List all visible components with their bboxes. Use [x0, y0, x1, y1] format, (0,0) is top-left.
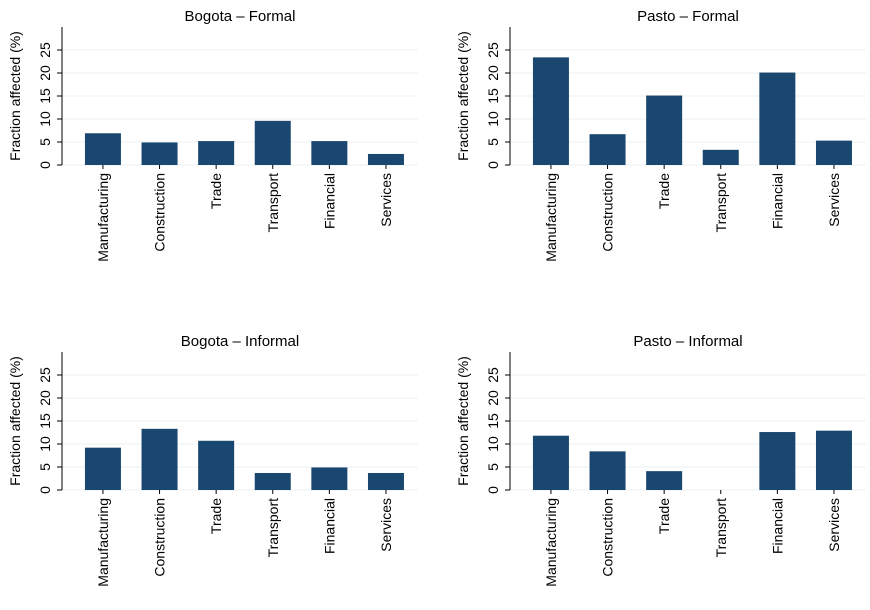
bar — [141, 428, 178, 490]
x-tick-label: Services — [378, 173, 394, 227]
x-tick-label: Manufacturing — [95, 498, 111, 587]
x-tick-label: Services — [826, 173, 842, 227]
y-tick-label: 0 — [37, 161, 53, 169]
x-tick-label: Trade — [656, 498, 672, 534]
y-tick-label: 15 — [37, 413, 53, 429]
x-tick-label: Financial — [769, 498, 785, 554]
y-tick-label: 20 — [485, 65, 501, 81]
bar — [311, 467, 348, 490]
x-tick-label: Financial — [769, 173, 785, 229]
y-tick-label: 15 — [485, 88, 501, 104]
bar — [589, 451, 626, 490]
bar — [702, 149, 739, 165]
bar — [532, 435, 569, 490]
y-tick-label: 15 — [485, 413, 501, 429]
x-tick-label: Construction — [152, 173, 168, 252]
y-tick-label: 10 — [37, 436, 53, 452]
x-tick-label: Construction — [600, 498, 616, 577]
y-tick-label: 20 — [485, 390, 501, 406]
x-tick-label: Services — [826, 498, 842, 552]
y-tick-label: 10 — [485, 436, 501, 452]
x-tick-label: Trade — [656, 173, 672, 209]
y-tick-label: 10 — [37, 111, 53, 127]
y-tick-label: 0 — [485, 486, 501, 494]
y-tick-label: 25 — [485, 42, 501, 58]
bar — [311, 141, 348, 165]
y-axis-label: Fraction affected (%) — [455, 31, 471, 161]
x-tick-label: Manufacturing — [543, 498, 559, 587]
y-tick-label: 5 — [37, 463, 53, 471]
y-tick-label: 0 — [37, 486, 53, 494]
panel-title: Bogota – Informal — [181, 333, 299, 350]
x-tick-label: Manufacturing — [543, 173, 559, 262]
y-tick-label: 20 — [37, 390, 53, 406]
x-tick-label: Financial — [321, 173, 337, 229]
y-tick-label: 25 — [37, 367, 53, 383]
bar — [646, 471, 683, 490]
bar — [254, 472, 291, 490]
x-tick-label: Trade — [208, 498, 224, 534]
x-tick-label: Transport — [713, 498, 729, 558]
bar — [815, 140, 852, 165]
bar — [254, 120, 291, 165]
bar — [84, 447, 121, 490]
y-tick-label: 5 — [37, 138, 53, 146]
bar — [84, 133, 121, 165]
y-axis-label: Fraction affected (%) — [7, 356, 23, 486]
y-tick-label: 5 — [485, 138, 501, 146]
bar — [815, 430, 852, 490]
bar — [759, 72, 796, 165]
y-tick-label: 5 — [485, 463, 501, 471]
x-tick-label: Financial — [321, 498, 337, 554]
x-tick-label: Transport — [265, 498, 281, 558]
x-tick-label: Construction — [600, 173, 616, 252]
y-tick-label: 0 — [485, 161, 501, 169]
x-tick-label: Transport — [713, 173, 729, 233]
bar — [532, 57, 569, 165]
y-axis-label: Fraction affected (%) — [455, 356, 471, 486]
bar — [367, 472, 404, 490]
x-tick-label: Transport — [265, 173, 281, 233]
panel-title: Pasto – Formal — [637, 8, 739, 25]
x-tick-label: Construction — [152, 498, 168, 577]
panel-title: Pasto – Informal — [633, 333, 742, 350]
y-tick-label: 10 — [485, 111, 501, 127]
x-tick-label: Trade — [208, 173, 224, 209]
bar — [646, 95, 683, 165]
bar — [589, 134, 626, 165]
x-tick-label: Services — [378, 498, 394, 552]
bar — [198, 440, 235, 490]
panel-title: Bogota – Formal — [185, 8, 296, 25]
x-tick-label: Manufacturing — [95, 173, 111, 262]
bar — [759, 432, 796, 490]
bar — [141, 142, 178, 165]
y-axis-label: Fraction affected (%) — [7, 31, 23, 161]
y-tick-label: 15 — [37, 88, 53, 104]
bar — [367, 153, 404, 165]
bar — [198, 141, 235, 165]
y-tick-label: 20 — [37, 65, 53, 81]
y-tick-label: 25 — [37, 42, 53, 58]
y-tick-label: 25 — [485, 367, 501, 383]
